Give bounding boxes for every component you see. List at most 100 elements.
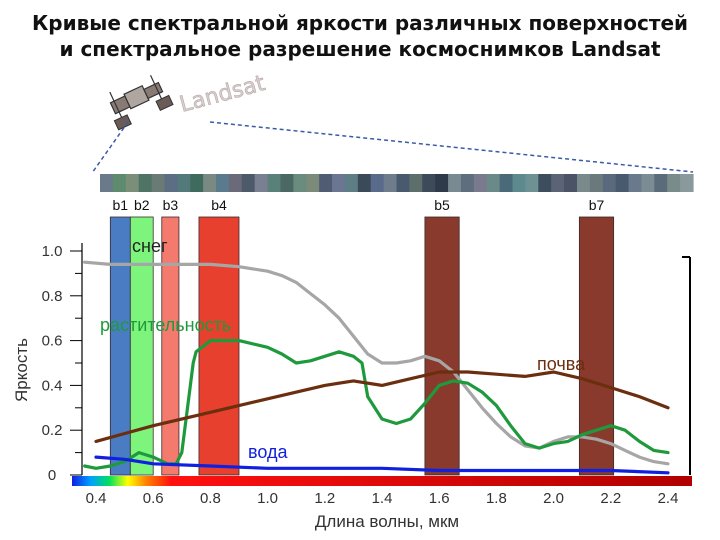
strip-cell <box>164 174 178 192</box>
strip-cell <box>564 174 578 192</box>
strip-cell <box>100 174 114 192</box>
strip-cell <box>190 174 204 192</box>
band-b7 <box>578 216 615 476</box>
band-label-b5: b5 <box>434 197 450 213</box>
strip-cell <box>370 174 385 192</box>
strip-cell <box>125 174 140 192</box>
chart-title: Кривые спектральной яркости различных по… <box>0 10 720 62</box>
x-tick-label: 2.2 <box>600 490 621 507</box>
satellite-label: Landsat <box>177 71 268 118</box>
x-tick-label: 2.4 <box>658 490 679 507</box>
x-axis-ticks: 0.4 0.6 0.8 1.0 1.2 1.4 1.6 1.8 2.0 2.2 2.4 <box>86 490 679 507</box>
y-tick-label: 0.8 <box>42 288 63 305</box>
band-rectangles <box>109 216 615 476</box>
band-b3 <box>161 216 180 476</box>
band-label-b3: b3 <box>163 197 179 213</box>
strip-cell <box>409 174 423 192</box>
y-tick-label: 0.2 <box>42 422 63 439</box>
band-label-b7: b7 <box>589 197 605 213</box>
title-line-1: Кривые спектральной яркости различных по… <box>31 11 689 35</box>
view-line-right <box>209 121 694 173</box>
strip-cell <box>422 174 436 192</box>
strip-cell <box>383 174 398 192</box>
x-tick-label: 0.8 <box>200 490 221 507</box>
strip-cell <box>306 174 320 192</box>
strip-cell <box>228 174 243 192</box>
strip-cell <box>319 174 333 192</box>
strip-cell <box>254 174 269 192</box>
band-b5 <box>424 216 460 476</box>
strip-cell <box>241 174 256 192</box>
strip-cell <box>486 174 501 192</box>
view-line-left <box>91 121 129 174</box>
strip-cell <box>344 174 359 192</box>
series-label-2: почва <box>537 354 586 374</box>
strip-cell <box>267 174 282 192</box>
strip-cell <box>203 174 217 192</box>
strip-cell <box>332 174 346 192</box>
strip-cell <box>641 174 655 192</box>
x-tick-label: 1.0 <box>257 490 278 507</box>
x-tick-label: 1.4 <box>372 490 393 507</box>
x-tick-label: 0.6 <box>143 490 164 507</box>
satellite-icon <box>109 74 174 131</box>
band-labels: b1 b2 b3 b4 b5 b7 <box>113 197 605 213</box>
strip-cell <box>151 174 166 192</box>
strip-cell <box>576 174 591 192</box>
series-line-1 <box>82 339 670 470</box>
x-tick-label: 0.4 <box>86 490 107 507</box>
landsat-image-strip <box>100 174 694 192</box>
y-tick-label: 0.6 <box>42 333 63 350</box>
x-tick-label: 1.6 <box>429 490 450 507</box>
strip-cell <box>589 174 604 192</box>
curves <box>82 260 670 475</box>
band-label-b1: b1 <box>113 197 129 213</box>
strip-cell <box>602 174 617 192</box>
strip-cell <box>538 174 552 192</box>
strip-cell <box>525 174 539 192</box>
strip-cell <box>293 174 307 192</box>
strip-cell <box>628 174 643 192</box>
satellite-illustration: Landsat <box>91 71 694 174</box>
spectrum-bar <box>72 476 692 486</box>
title-line-2: и спектральное разрешение космоснимков L… <box>59 37 661 61</box>
strip-cell <box>551 174 565 192</box>
strip-cell <box>499 174 514 192</box>
strip-cell <box>667 174 681 192</box>
x-axis-label: Длина волны, мкм <box>315 512 459 531</box>
strip-cell <box>615 174 630 192</box>
y-tick-label: 0.4 <box>42 377 63 394</box>
strip-cell <box>357 174 372 192</box>
series-label-0: снег <box>132 236 168 256</box>
strip-cell <box>460 174 475 192</box>
y-axis-label: Яркость <box>12 338 31 402</box>
y-tick-label: 1.0 <box>42 243 63 260</box>
y-axis-ticks: 0 0.2 0.4 0.6 0.8 1.0 <box>42 243 82 484</box>
y-tick-label: 0 <box>48 467 56 484</box>
band-label-b2: b2 <box>134 197 150 213</box>
strip-cell <box>448 174 462 192</box>
strip-cell <box>396 174 410 192</box>
series-label-1: растительность <box>100 315 231 335</box>
series-labels: снег растительность почва вода <box>100 236 586 462</box>
series-line-3 <box>94 455 670 475</box>
strip-cell <box>473 174 488 192</box>
strip-cell <box>177 174 191 192</box>
strip-cell <box>680 174 694 192</box>
strip-cell <box>654 174 668 192</box>
series-line-2 <box>94 370 670 443</box>
strip-cell <box>280 174 294 192</box>
band-b2 <box>129 216 154 476</box>
x-tick-label: 2.0 <box>543 490 564 507</box>
x-tick-label: 1.8 <box>486 490 507 507</box>
strip-cell <box>138 174 153 192</box>
strip-cell <box>435 174 449 192</box>
band-label-b4: b4 <box>211 197 227 213</box>
strip-cell <box>112 174 127 192</box>
strip-cell <box>512 174 527 192</box>
series-line-0 <box>82 260 670 466</box>
x-tick-label: 1.2 <box>314 490 335 507</box>
strip-cell <box>216 174 230 192</box>
series-label-3: вода <box>248 442 288 462</box>
